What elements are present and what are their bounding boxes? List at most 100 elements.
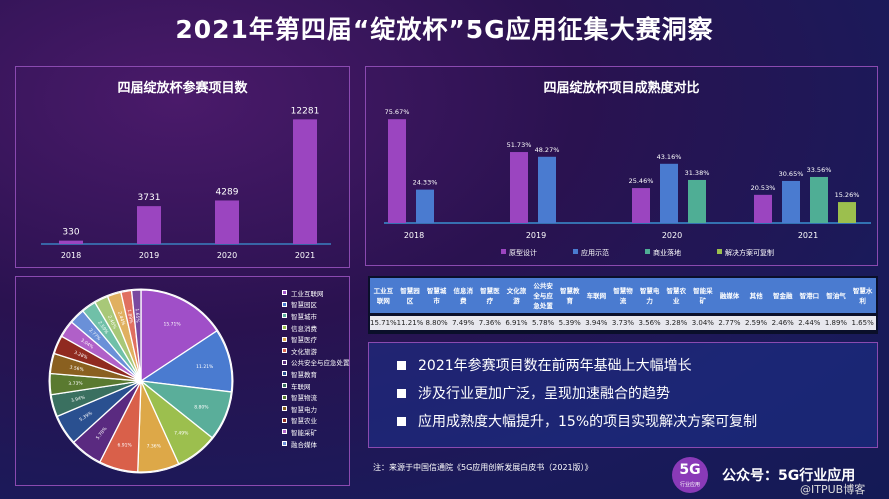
watermark: @ITPUB博客 — [800, 483, 866, 496]
data-label: 25.46% — [629, 177, 654, 185]
data-label: 48.27% — [535, 146, 560, 154]
table-header: 智金融 — [769, 278, 796, 314]
table-cell: 3.04% — [689, 312, 717, 330]
pie-slice — [139, 329, 233, 393]
bar — [388, 119, 406, 223]
table-header: 智慧教育 — [556, 278, 583, 314]
legend-label: 智能采矿 — [291, 428, 317, 437]
pie-slice — [130, 289, 142, 382]
industry-pie-chart: 15.71%11.21%8.80%7.49%7.36%6.91%5.78%5.3… — [48, 288, 234, 474]
slice-label: 1.89% — [126, 309, 134, 325]
table-header: 智慧水利 — [849, 278, 876, 314]
account-name: 公众号：5G行业应用 — [722, 468, 856, 484]
slice-label: 2.44% — [116, 311, 126, 327]
legend-label: 智慧园区 — [291, 301, 317, 310]
slice-label: 15.71% — [163, 321, 181, 327]
table-cell: 3.94% — [583, 312, 610, 330]
table-cell: 15.71% — [370, 312, 397, 330]
insights-panel: 2021年参赛项目数在前两年基础上大幅增长 涉及行业更加广泛，呈现加速融合的趋势… — [368, 342, 878, 448]
bullet-icon — [397, 360, 406, 370]
bar — [660, 163, 678, 223]
legend-label: 解决方案可复制 — [725, 248, 774, 257]
slice-label: 11.21% — [196, 364, 214, 370]
table-cell: 5.78% — [529, 312, 557, 330]
slice-label: 1.65% — [134, 308, 141, 323]
table-cell: 2.59% — [742, 312, 770, 330]
legend-label: 智慧物流 — [291, 394, 317, 403]
pie-slice — [140, 289, 218, 383]
tick-label: 2019 — [526, 231, 546, 240]
pie-outline — [48, 288, 234, 474]
legend-swatch — [282, 371, 287, 377]
bar — [137, 206, 161, 244]
5g-logo: 5G 行业应用 — [672, 457, 708, 493]
industry-table: 工业互联网 智慧园区 智慧城市 信息消费 智慧医疗 文化旅游 公共安全与应急处置 智慧教育 车联… — [368, 276, 878, 334]
legend-swatch — [645, 249, 650, 254]
legend-label: 智慧电力 — [291, 405, 317, 414]
tick-label: 2019 — [139, 251, 159, 260]
table-header: 智慧园区 — [396, 278, 424, 314]
chart-title: 四届绽放杯参赛项目数 — [117, 81, 248, 96]
data-label: 4289 — [216, 187, 239, 197]
data-label: 12281 — [291, 106, 320, 116]
legend-item: 智慧教育 — [282, 368, 350, 380]
table-header: 智油气 — [822, 278, 850, 314]
legend-label: 融合媒体 — [291, 440, 317, 449]
table-cell: 2.46% — [769, 312, 796, 330]
data-label: 20.53% — [751, 184, 776, 192]
bar — [538, 156, 556, 223]
bar — [688, 179, 706, 223]
table-cell: 8.80% — [423, 312, 450, 330]
table-header: 智慧医疗 — [476, 278, 504, 314]
table-header: 车联网 — [583, 278, 610, 314]
legend-label: 应用示范 — [581, 248, 609, 257]
legend-label: 公共安全与应急处置 — [291, 359, 350, 368]
industry-pie-panel: 15.71% 11.21% 8.80% 7.49% 7.36% 6.91% 5.78% 5.3… — [15, 276, 350, 486]
data-label: 43.16% — [657, 153, 682, 161]
legend-item: 智慧城市 — [282, 310, 350, 322]
legend-item: 智慧农业 — [282, 415, 350, 427]
chart-title: 四届绽放杯项目成熟度对比 — [543, 81, 700, 96]
table-header: 信息消费 — [449, 278, 477, 314]
legend-label: 车联网 — [291, 382, 311, 391]
table-cell: 1.65% — [849, 312, 876, 330]
legend-item: 工业互联网 — [282, 287, 350, 299]
bar — [632, 188, 650, 223]
legend-item: 信息消费 — [282, 322, 350, 334]
legend-swatch — [282, 406, 287, 412]
table-cell: 3.73% — [609, 312, 637, 330]
project-count-chart: 330 2018 3731 2019 4289 2020 12281 2021 — [41, 106, 331, 260]
legend-label: 智慧医疗 — [291, 336, 317, 345]
legend-swatch — [282, 348, 287, 354]
data-label: 51.73% — [507, 141, 532, 149]
bar — [416, 189, 434, 223]
table-cell: 2.44% — [796, 312, 823, 330]
bullet-icon — [397, 388, 406, 398]
table-cell: 7.49% — [449, 312, 477, 330]
slice-label: 2.46% — [106, 315, 118, 331]
data-label: 330 — [62, 228, 79, 238]
legend-label: 智慧城市 — [291, 312, 317, 321]
table-header: 公共安全与应急处置 — [529, 278, 557, 314]
legend-label: 信息消费 — [291, 324, 317, 333]
bullet-item: 2021年参赛项目数在前两年基础上大幅增长 — [397, 355, 877, 375]
slice-label: 6.91% — [117, 442, 132, 448]
legend-item: 智慧园区 — [282, 299, 350, 311]
table-header: 工业互联网 — [370, 278, 397, 314]
legend-label: 商业落地 — [653, 248, 681, 257]
tick-label: 2021 — [798, 231, 818, 240]
legend-swatch — [282, 359, 287, 365]
table-header: 智慧物流 — [609, 278, 637, 314]
maturity-chart: 75.67% 24.33% 2018 51.73%48.27% 2019 25.46% 43… — [384, 108, 871, 257]
legend-swatch — [282, 301, 287, 307]
table-cell: 5.39% — [556, 312, 583, 330]
table-header: 其他 — [742, 278, 770, 314]
legend-item: 公共安全与应急处置 — [282, 357, 350, 369]
legend-swatch — [282, 429, 287, 435]
legend-item: 文化旅游 — [282, 345, 350, 357]
legend-swatch — [282, 417, 287, 423]
slice-label: 7.36% — [147, 443, 162, 449]
maturity-panel: 四届绽放杯项目成熟度对比 75.67% 24.33% 2018 51.73% 48.27… — [365, 66, 878, 266]
table-header: 智慧农业 — [662, 278, 690, 314]
slice-label: 7.49% — [174, 431, 189, 437]
